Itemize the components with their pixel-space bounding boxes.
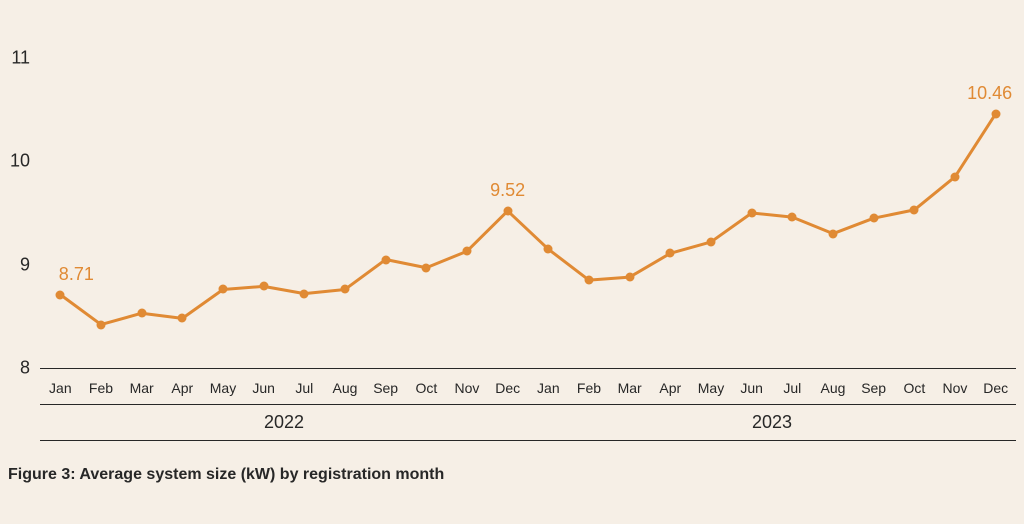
series-marker [829, 229, 838, 238]
x-tick-label: Sep [853, 376, 894, 400]
series-marker [463, 247, 472, 256]
x-tick-label: May [203, 376, 244, 400]
chart-canvas: 8 9 10 11 8.71 9.52 10.46 Figure 3: Average sy… [0, 0, 1024, 524]
series-marker [97, 320, 106, 329]
series-line [60, 114, 995, 325]
series-marker [381, 255, 390, 264]
x-tick-label: Jan [528, 376, 569, 400]
x-tick-label: Aug [325, 376, 366, 400]
series-marker [951, 172, 960, 181]
series-marker [788, 213, 797, 222]
x-tick-label: Jul [284, 376, 325, 400]
series-marker [869, 214, 878, 223]
series-marker [585, 276, 594, 285]
x-axis-baseline [40, 368, 1016, 369]
year-label: 2023 [752, 412, 792, 433]
series-marker [991, 109, 1000, 118]
year-group: 2022 [40, 404, 528, 448]
x-tick-label: Jan [40, 376, 81, 400]
x-tick-label: Nov [447, 376, 488, 400]
year-group-line-top [528, 404, 1016, 405]
x-tick-label: Feb [569, 376, 610, 400]
series-marker [422, 263, 431, 272]
series-marker [707, 237, 716, 246]
series-marker [747, 209, 756, 218]
series-marker [137, 309, 146, 318]
x-tick-label: Feb [81, 376, 122, 400]
y-tick-label: 8 [20, 358, 40, 379]
series-marker [503, 206, 512, 215]
year-group: 2023 [528, 404, 1016, 448]
x-tick-label: Sep [365, 376, 406, 400]
series-marker [666, 249, 675, 258]
series-marker [178, 314, 187, 323]
series-marker [544, 245, 553, 254]
x-tick-label: Mar [121, 376, 162, 400]
plot-area: 8910118.719.5210.46 [40, 58, 1016, 368]
x-tick-label: Jun [731, 376, 772, 400]
y-tick-label: 11 [11, 48, 40, 69]
year-label: 2022 [264, 412, 304, 433]
x-axis-band: JanFebMarAprMayJunJulAugSepOctNovDecJanF… [40, 376, 1016, 448]
value-label: 9.52 [490, 180, 525, 201]
x-tick-label: Apr [650, 376, 691, 400]
x-tick-label: May [691, 376, 732, 400]
x-tick-label: Aug [813, 376, 854, 400]
year-group-line-bottom [40, 440, 528, 441]
year-group-line-top [40, 404, 528, 405]
series-marker [341, 285, 350, 294]
series-marker [910, 205, 919, 214]
x-tick-label: Oct [406, 376, 447, 400]
x-tick-label: Dec [975, 376, 1016, 400]
value-label: 10.46 [967, 83, 1012, 104]
x-tick-label: Jun [243, 376, 284, 400]
series-marker [56, 290, 65, 299]
value-label: 8.71 [59, 264, 94, 285]
series-marker [625, 273, 634, 282]
x-tick-label: Jul [772, 376, 813, 400]
x-tick-label: Dec [487, 376, 528, 400]
year-group-line-bottom [528, 440, 1016, 441]
y-tick-label: 9 [20, 254, 40, 275]
x-tick-label: Oct [894, 376, 935, 400]
series-marker [300, 289, 309, 298]
x-tick-label: Mar [609, 376, 650, 400]
line-series [40, 58, 1016, 368]
y-tick-label: 10 [10, 151, 40, 172]
figure-caption: Figure 3: Average system size (kW) by re… [8, 466, 444, 484]
x-tick-label: Apr [162, 376, 203, 400]
series-marker [219, 285, 228, 294]
x-tick-label: Nov [935, 376, 976, 400]
series-marker [259, 282, 268, 291]
